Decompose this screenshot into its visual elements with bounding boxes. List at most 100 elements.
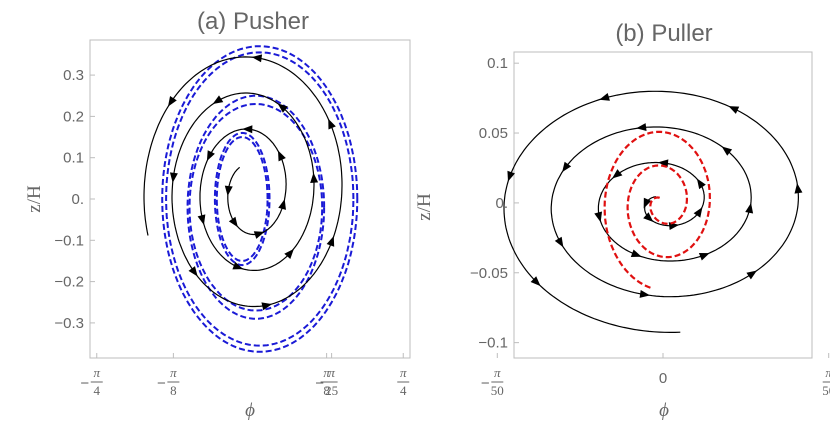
flow-arrow-icon (278, 150, 286, 162)
flow-arrow-icon (169, 172, 178, 183)
flow-arrow-icon (197, 214, 206, 226)
svg-text:π: π (400, 365, 407, 380)
flow-arrow-icon (639, 290, 651, 298)
puller-y-axis-label: z/H (414, 193, 435, 221)
flow-arrow-icon (658, 159, 669, 168)
flow-arrow-icon (310, 172, 319, 183)
pusher-title: (a) Pusher (197, 8, 309, 35)
flow-arrow-icon (228, 216, 238, 228)
flow-arrow-icon (594, 211, 603, 223)
svg-text:50: 50 (491, 383, 504, 398)
y-tick-label: 0.3 (63, 67, 84, 84)
flow-arrow-icon (530, 276, 541, 287)
flow-arrow-icon (326, 235, 335, 247)
y-tick-label: −0.1 (478, 335, 508, 352)
flow-arrow-icon (630, 249, 642, 258)
svg-text:π: π (323, 365, 330, 380)
svg-text:50: 50 (822, 383, 830, 398)
flow-arrow-icon (167, 96, 177, 107)
svg-text:25: 25 (325, 383, 338, 398)
puller-x-axis-label: ϕ (659, 400, 669, 421)
flow-arrow-icon (328, 118, 336, 130)
y-tick-label: 0. (495, 195, 508, 212)
pusher-streamlines (143, 45, 359, 353)
svg-text:π: π (328, 365, 335, 380)
y-tick-label: 0.1 (63, 150, 84, 167)
flow-arrow-icon (277, 103, 288, 113)
pusher-panel: (a) Pusher 0.30.20.10.−0.1−0.2−0.3−π4 −π8… (24, 8, 411, 421)
flow-arrow-icon (188, 266, 198, 277)
y-tick-label: 0.2 (63, 108, 84, 125)
x-tick-label: 0 (659, 370, 667, 387)
flow-arrow-icon (693, 207, 703, 218)
x-tick-label: −π 50 (481, 365, 504, 398)
dashed-orbit (188, 102, 324, 312)
flow-arrow-icon (242, 125, 253, 134)
y-tick-label: −0.3 (54, 315, 84, 332)
flow-arrow-icon (612, 169, 623, 179)
flow-arrow-icon (746, 270, 757, 280)
flow-arrow-icon (278, 199, 286, 210)
flow-arrow-icon (794, 183, 803, 194)
svg-text:−: − (481, 375, 490, 392)
puller-ticks: 0.10.050.−0.05−0.1−π25−π500π50π25 (315, 55, 830, 398)
streamline (143, 56, 343, 308)
svg-text:8: 8 (170, 383, 177, 398)
flow-arrow-icon (562, 161, 572, 173)
svg-text:π: π (494, 365, 501, 380)
flow-arrow-icon (721, 146, 733, 156)
y-tick-label: −0.1 (54, 232, 84, 249)
dashed-trajectory (603, 130, 712, 289)
flow-arrow-icon (224, 185, 233, 196)
dashed-orbit (215, 136, 269, 262)
svg-text:−: − (157, 375, 166, 392)
flow-arrow-icon (253, 231, 265, 239)
puller-title: (b) Puller (615, 20, 712, 47)
y-tick-label: 0. (71, 191, 84, 208)
y-tick-label: 0.1 (487, 55, 508, 72)
svg-text:−: − (80, 375, 89, 392)
flow-arrow-icon (206, 150, 215, 161)
x-tick-label: π4 (397, 365, 410, 398)
puller-panel: (b) Puller 0.10.050.−0.05−0.1−π25−π500π5… (315, 20, 830, 421)
puller-plot-frame (513, 51, 813, 359)
flow-arrow-icon (212, 95, 224, 105)
flow-arrow-icon (745, 202, 754, 214)
flow-arrow-icon (284, 248, 294, 259)
dashed-orbit (186, 94, 326, 320)
x-tick-label: −π 25 (315, 365, 338, 398)
puller-streamlines (503, 90, 803, 333)
flow-arrow-icon (232, 261, 244, 270)
flow-arrow-icon (261, 302, 273, 311)
dashed-orbit (165, 51, 355, 347)
flow-arrow-icon (698, 252, 710, 261)
y-tick-label: −0.05 (470, 265, 508, 282)
dashed-orbit (161, 45, 359, 353)
svg-text:−: − (315, 375, 324, 392)
x-tick-label: −π 4 (80, 365, 103, 398)
flow-arrow-icon (643, 197, 652, 209)
svg-text:8: 8 (323, 383, 330, 398)
flow-arrow-icon (251, 54, 263, 63)
y-tick-label: −0.2 (54, 274, 84, 291)
pusher-x-axis-label: ϕ (245, 400, 255, 421)
dashed-orbit (213, 131, 271, 267)
flow-arrow-icon (507, 170, 515, 182)
y-tick-label: 0.05 (479, 125, 508, 142)
x-tick-label: −π 8 (157, 365, 180, 398)
pusher-y-axis-label: z/H (24, 185, 45, 213)
flow-arrow-icon (696, 178, 706, 190)
svg-text:4: 4 (400, 383, 407, 398)
svg-text:π: π (825, 365, 830, 380)
svg-text:π: π (170, 365, 177, 380)
x-tick-label: π 50 (822, 365, 830, 398)
svg-text:π: π (93, 365, 100, 380)
flow-arrow-icon (643, 212, 654, 222)
flow-arrow-icon (599, 93, 610, 101)
flow-arrow-icon (554, 236, 564, 248)
flow-arrow-icon (728, 106, 740, 114)
svg-text:4: 4 (94, 383, 101, 398)
flow-arrow-icon (636, 123, 647, 132)
